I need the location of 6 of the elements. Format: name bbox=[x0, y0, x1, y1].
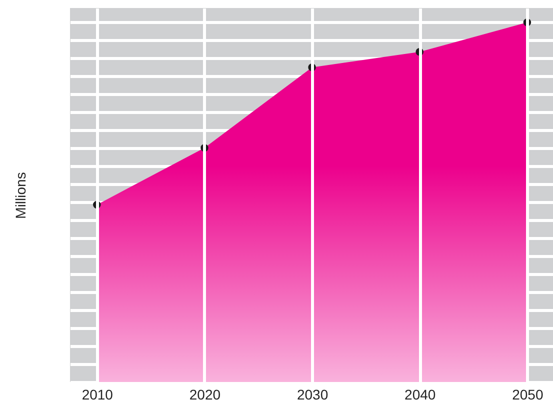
y-axis-title: Millions bbox=[12, 172, 28, 219]
x-tick-label: 2020 bbox=[189, 386, 221, 402]
x-tick-label: 2030 bbox=[296, 386, 328, 402]
x-tick-label: 2040 bbox=[404, 386, 436, 402]
x-tick-label: 2010 bbox=[82, 386, 114, 402]
x-tick-label: 2050 bbox=[512, 386, 544, 402]
